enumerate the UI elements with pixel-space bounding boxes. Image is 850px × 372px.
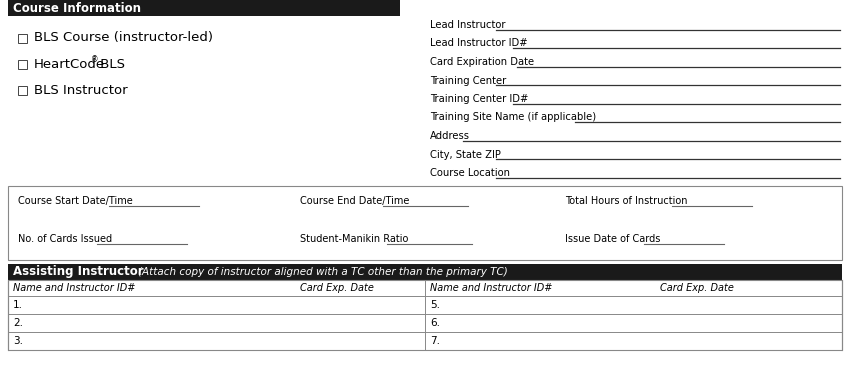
Text: Course Start Date/Time: Course Start Date/Time bbox=[18, 196, 133, 206]
Text: Issue Date of Cards: Issue Date of Cards bbox=[565, 234, 660, 244]
Text: 1.: 1. bbox=[13, 300, 23, 310]
Bar bbox=[18, 86, 27, 94]
Text: (Attach copy of instructor aligned with a TC other than the primary TC): (Attach copy of instructor aligned with … bbox=[125, 267, 507, 277]
Text: BLS: BLS bbox=[96, 58, 125, 71]
Text: Name and Instructor ID#: Name and Instructor ID# bbox=[13, 283, 135, 293]
Text: Assisting Instructor: Assisting Instructor bbox=[13, 266, 144, 279]
Text: 5.: 5. bbox=[430, 300, 440, 310]
Text: Training Site Name (if applicable): Training Site Name (if applicable) bbox=[430, 112, 596, 122]
Bar bbox=[8, 264, 842, 280]
Bar bbox=[8, 186, 842, 260]
Text: Student-Manikin Ratio: Student-Manikin Ratio bbox=[300, 234, 408, 244]
Bar bbox=[8, 0, 400, 16]
Text: BLS Instructor: BLS Instructor bbox=[34, 83, 127, 96]
Text: HeartCode: HeartCode bbox=[34, 53, 109, 67]
Text: 6.: 6. bbox=[430, 318, 440, 328]
Text: Training Center ID#: Training Center ID# bbox=[430, 94, 529, 104]
Text: Card Expiration Date: Card Expiration Date bbox=[430, 57, 534, 67]
Text: 3.: 3. bbox=[13, 336, 23, 346]
Text: Training Center: Training Center bbox=[430, 76, 507, 86]
Text: Course Information: Course Information bbox=[13, 1, 141, 15]
Text: Card Exp. Date: Card Exp. Date bbox=[660, 283, 734, 293]
Text: Total Hours of Instruction: Total Hours of Instruction bbox=[565, 196, 688, 206]
Bar bbox=[18, 60, 27, 68]
Text: No. of Cards Issued: No. of Cards Issued bbox=[18, 234, 112, 244]
Text: Course Location: Course Location bbox=[430, 168, 510, 178]
Text: ®: ® bbox=[91, 55, 99, 64]
Text: Address: Address bbox=[430, 131, 470, 141]
Text: Lead Instructor ID#: Lead Instructor ID# bbox=[430, 38, 528, 48]
Text: Card Exp. Date: Card Exp. Date bbox=[300, 283, 374, 293]
Text: Course End Date/Time: Course End Date/Time bbox=[300, 196, 410, 206]
Text: 2.: 2. bbox=[13, 318, 23, 328]
Text: Lead Instructor: Lead Instructor bbox=[430, 20, 506, 30]
Text: 7.: 7. bbox=[430, 336, 440, 346]
Text: HeartCode: HeartCode bbox=[34, 58, 105, 71]
Bar bbox=[18, 33, 27, 42]
Text: Name and Instructor ID#: Name and Instructor ID# bbox=[430, 283, 552, 293]
Bar bbox=[8, 280, 842, 350]
Text: BLS Course (instructor-led): BLS Course (instructor-led) bbox=[34, 32, 213, 45]
Bar bbox=[8, 280, 842, 296]
Text: City, State ZIP: City, State ZIP bbox=[430, 150, 501, 160]
